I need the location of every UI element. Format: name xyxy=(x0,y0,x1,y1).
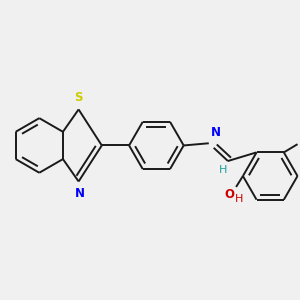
Text: N: N xyxy=(74,187,85,200)
Text: S: S xyxy=(74,91,83,104)
Text: H: H xyxy=(219,165,227,175)
Text: O: O xyxy=(225,188,235,202)
Text: N: N xyxy=(211,126,220,139)
Text: H: H xyxy=(235,194,243,204)
